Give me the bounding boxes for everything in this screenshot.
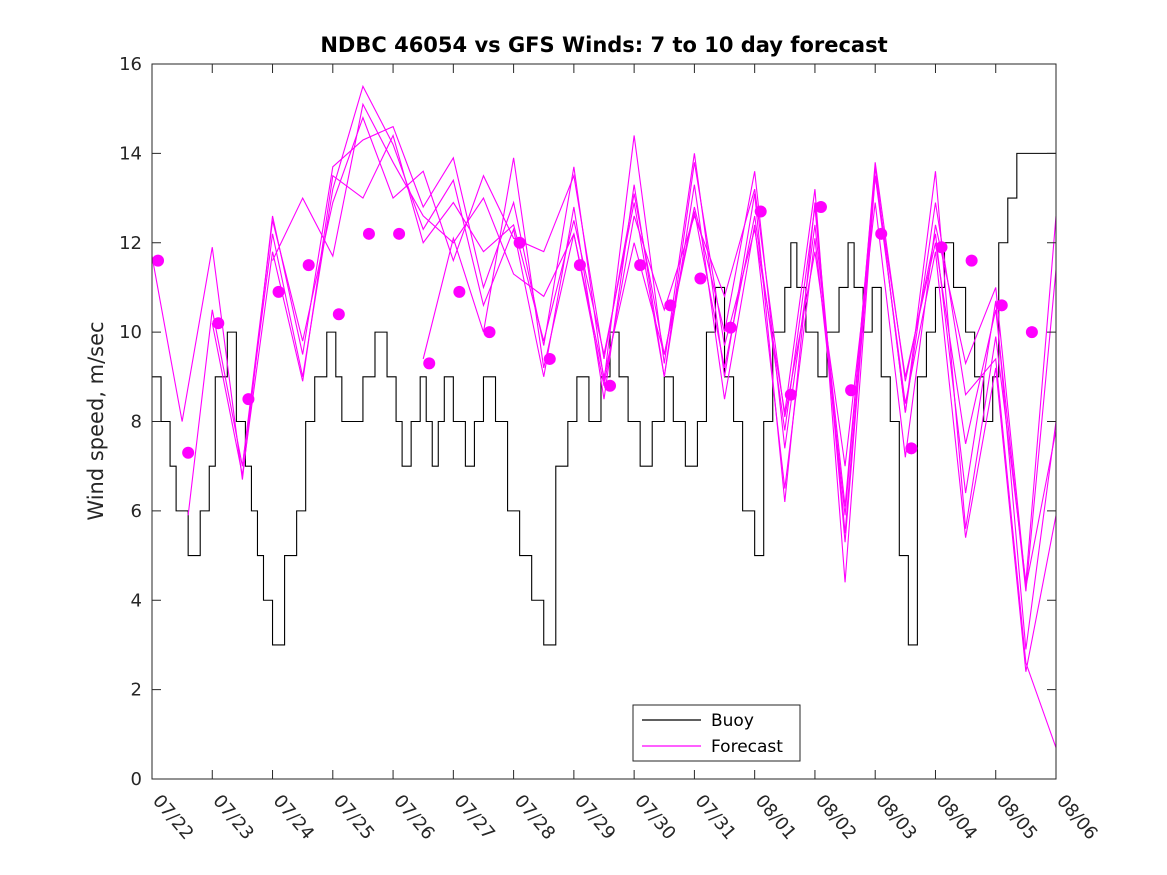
forecast-point xyxy=(573,259,586,272)
y-tick-label: 2 xyxy=(131,680,142,701)
forecast-point xyxy=(453,285,466,298)
forecast-series-line xyxy=(272,102,1056,587)
forecast-point xyxy=(845,384,858,397)
forecast-point xyxy=(182,446,195,459)
forecast-point xyxy=(965,254,978,267)
forecast-point xyxy=(393,227,406,240)
forecast-point xyxy=(1025,326,1038,339)
legend: Buoy Forecast xyxy=(632,704,801,762)
y-tick-label: 8 xyxy=(131,412,142,433)
forecast-point xyxy=(875,227,888,240)
forecast-point xyxy=(242,393,255,406)
forecast-point xyxy=(423,357,436,370)
forecast-point xyxy=(754,205,767,218)
forecast-point xyxy=(935,241,948,254)
forecast-point xyxy=(272,285,285,298)
forecast-series-line xyxy=(211,133,1056,672)
forecast-point xyxy=(513,236,526,249)
buoy-series-line xyxy=(152,152,1056,646)
forecast-point xyxy=(814,201,827,213)
y-tick-label: 12 xyxy=(119,233,142,254)
y-tick-label: 6 xyxy=(131,501,142,522)
forecast-point xyxy=(212,317,225,330)
forecast-point xyxy=(543,352,556,365)
y-tick-label: 10 xyxy=(119,322,142,343)
legend-label: Forecast xyxy=(711,737,783,757)
forecast-point xyxy=(634,259,647,272)
y-tick-label: 14 xyxy=(119,143,142,164)
forecast-point xyxy=(483,326,496,339)
forecast-point xyxy=(302,259,315,272)
series-layer xyxy=(152,84,1056,748)
forecast-point xyxy=(724,321,737,334)
forecast-point xyxy=(664,299,677,312)
forecast-point xyxy=(905,442,918,455)
y-tick-label: 16 xyxy=(119,54,142,75)
forecast-point xyxy=(152,254,165,267)
forecast-point xyxy=(604,379,617,392)
legend-box xyxy=(632,704,801,762)
forecast-point xyxy=(332,308,345,321)
y-tick-label: 0 xyxy=(131,769,142,790)
legend-label: Buoy xyxy=(711,711,754,731)
y-axis-label: Wind speed, m/sec xyxy=(84,321,108,520)
forecast-series-line xyxy=(422,157,1056,592)
y-tick-label: 4 xyxy=(131,590,142,611)
chart-title: NDBC 46054 vs GFS Winds: 7 to 10 day for… xyxy=(320,33,887,57)
forecast-point xyxy=(694,272,707,285)
forecast-point xyxy=(784,388,797,401)
forecast-point xyxy=(995,299,1008,312)
forecast-point xyxy=(362,227,375,240)
